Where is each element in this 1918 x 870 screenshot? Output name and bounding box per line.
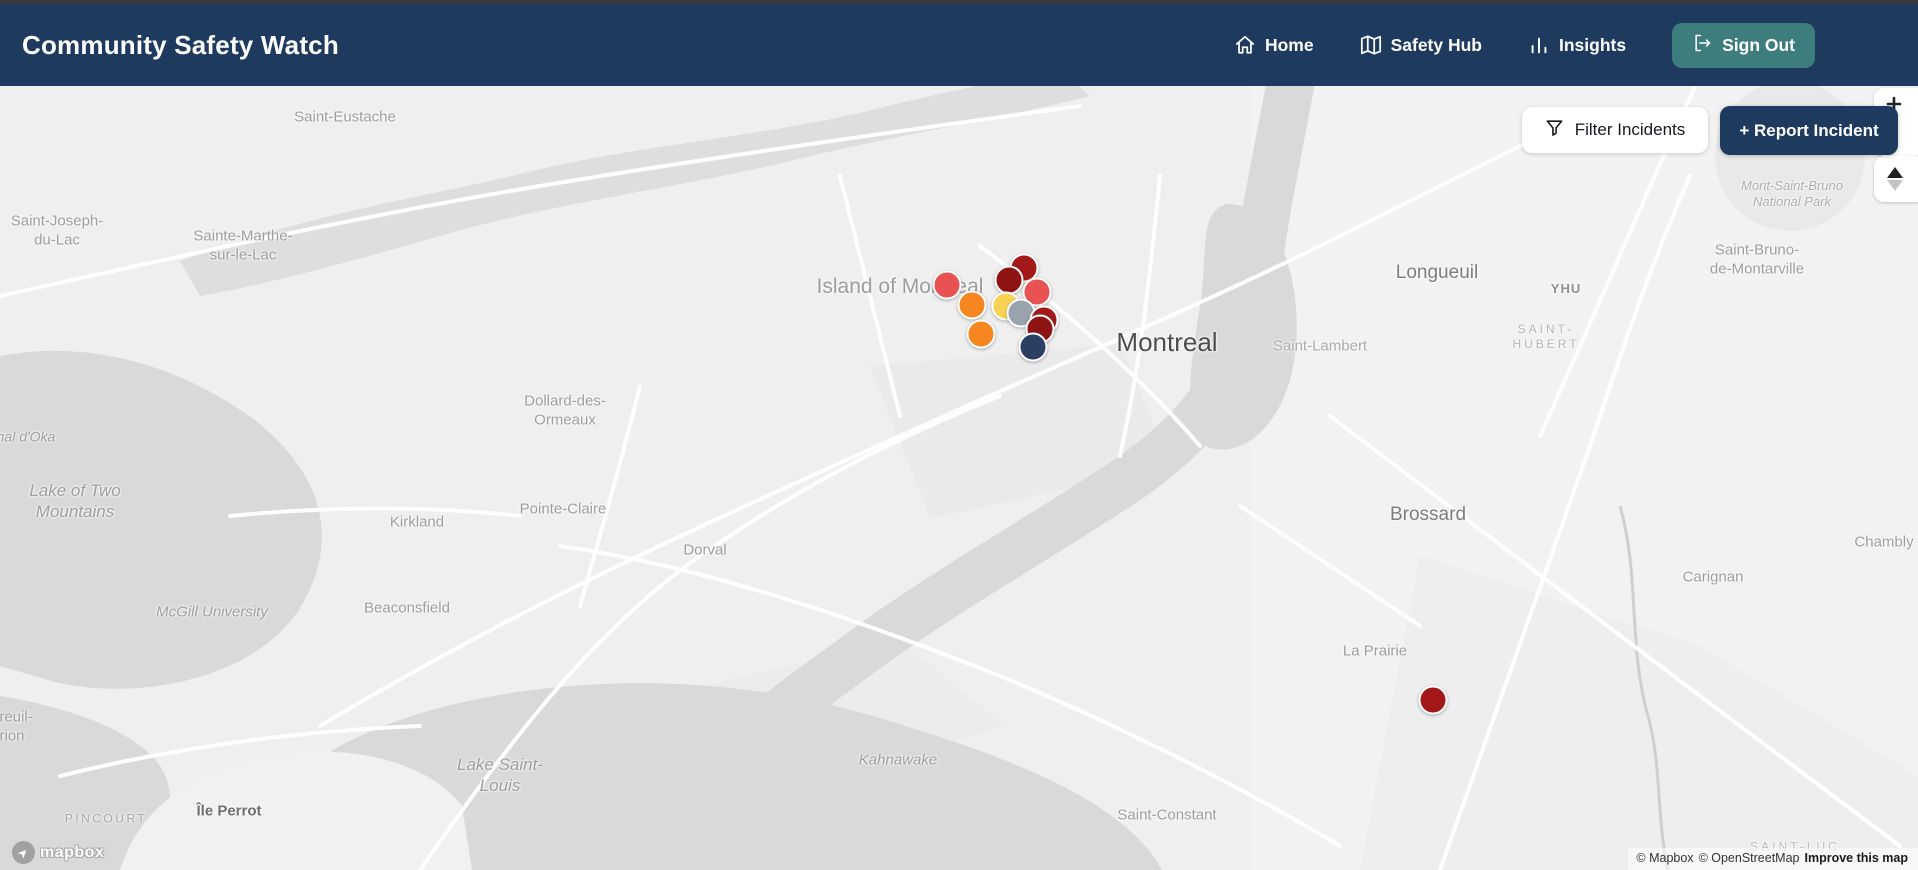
incident-marker[interactable] xyxy=(932,270,962,300)
nav-label: Insights xyxy=(1559,34,1627,55)
map-icon xyxy=(1360,34,1382,56)
improve-map-link[interactable]: Improve this map xyxy=(1804,851,1909,865)
nav-item-home[interactable]: Home xyxy=(1234,34,1314,56)
mapbox-wordmark: mapbox xyxy=(40,843,105,861)
attribution-mapbox-link[interactable]: © Mapbox xyxy=(1636,851,1694,865)
incident-marker[interactable] xyxy=(957,290,987,320)
app-header: Community Safety Watch Home Safety Hub I… xyxy=(0,4,1918,86)
incident-marker[interactable] xyxy=(1018,332,1048,362)
incident-marker[interactable] xyxy=(994,265,1024,295)
window-top-strip xyxy=(0,0,1918,4)
nav-item-insights[interactable]: Insights xyxy=(1528,34,1626,56)
incident-marker[interactable] xyxy=(1418,685,1448,715)
nav-label: Home xyxy=(1264,34,1314,55)
map-base-art xyxy=(0,86,1918,870)
nav-label: Safety Hub xyxy=(1390,34,1482,55)
filter-incidents-label: Filter Incidents xyxy=(1574,120,1686,139)
incident-marker[interactable] xyxy=(966,319,996,349)
map-compass-control[interactable] xyxy=(1874,156,1918,202)
sign-out-label: Sign Out xyxy=(1722,34,1795,55)
map-attribution: © Mapbox © OpenStreetMap Improve this ma… xyxy=(1628,848,1918,870)
report-incident-button[interactable]: + Report Incident xyxy=(1720,106,1898,155)
compass-south-icon xyxy=(1887,180,1903,191)
main-nav: Home Safety Hub Insights Sign Out xyxy=(1234,22,1815,68)
mapbox-logo[interactable]: ➤ mapbox xyxy=(12,841,104,864)
sign-out-button[interactable]: Sign Out xyxy=(1672,22,1815,68)
compass-north-icon xyxy=(1887,167,1903,178)
funnel-icon xyxy=(1545,118,1564,142)
home-icon xyxy=(1234,34,1256,56)
page-title: Community Safety Watch xyxy=(22,29,339,60)
attribution-osm-link[interactable]: © OpenStreetMap xyxy=(1698,851,1800,865)
filter-incidents-button[interactable]: Filter Incidents xyxy=(1522,107,1708,153)
bar-chart-icon xyxy=(1528,34,1550,56)
nav-item-safety-hub[interactable]: Safety Hub xyxy=(1360,34,1482,56)
mapbox-pin-icon: ➤ xyxy=(12,841,35,864)
logout-icon xyxy=(1692,33,1712,58)
map-canvas[interactable]: Saint-Eustache Saint-Joseph- du-Lac Sainte… xyxy=(0,86,1918,870)
